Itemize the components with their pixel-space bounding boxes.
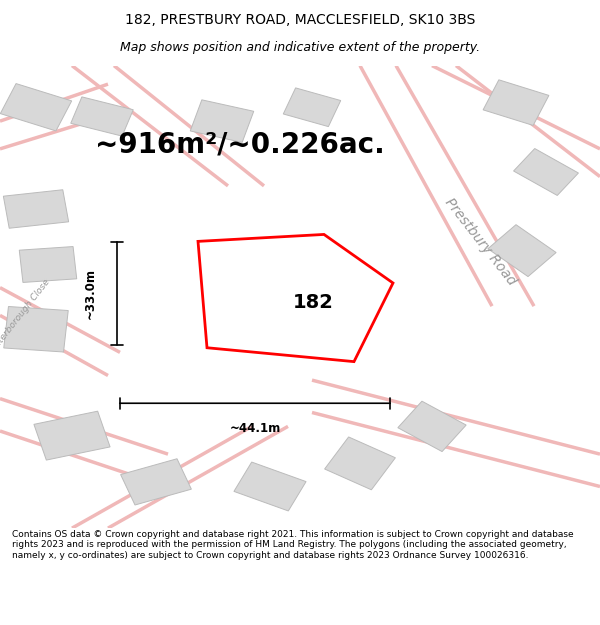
- Polygon shape: [234, 462, 306, 511]
- Text: ~33.0m: ~33.0m: [83, 268, 97, 319]
- Text: Prestbury Road: Prestbury Road: [442, 195, 518, 288]
- Polygon shape: [398, 401, 466, 452]
- Polygon shape: [1, 84, 71, 131]
- Text: 182: 182: [293, 293, 334, 312]
- Polygon shape: [19, 246, 77, 282]
- Polygon shape: [121, 459, 191, 505]
- Polygon shape: [239, 266, 277, 310]
- Polygon shape: [483, 80, 549, 126]
- Polygon shape: [4, 190, 68, 228]
- Polygon shape: [4, 306, 68, 352]
- Polygon shape: [198, 234, 393, 362]
- Polygon shape: [34, 411, 110, 460]
- Polygon shape: [190, 100, 254, 142]
- Polygon shape: [283, 88, 341, 127]
- Polygon shape: [325, 437, 395, 490]
- Text: 182, PRESTBURY ROAD, MACCLESFIELD, SK10 3BS: 182, PRESTBURY ROAD, MACCLESFIELD, SK10 …: [125, 13, 475, 27]
- Text: ~44.1m: ~44.1m: [229, 422, 281, 435]
- Text: Contains OS data © Crown copyright and database right 2021. This information is : Contains OS data © Crown copyright and d…: [12, 530, 574, 560]
- Text: Peterborough Close: Peterborough Close: [0, 278, 52, 353]
- Polygon shape: [488, 224, 556, 277]
- Polygon shape: [514, 149, 578, 196]
- Polygon shape: [71, 97, 133, 136]
- Text: Map shows position and indicative extent of the property.: Map shows position and indicative extent…: [120, 41, 480, 54]
- Text: ~916m²/~0.226ac.: ~916m²/~0.226ac.: [95, 130, 385, 158]
